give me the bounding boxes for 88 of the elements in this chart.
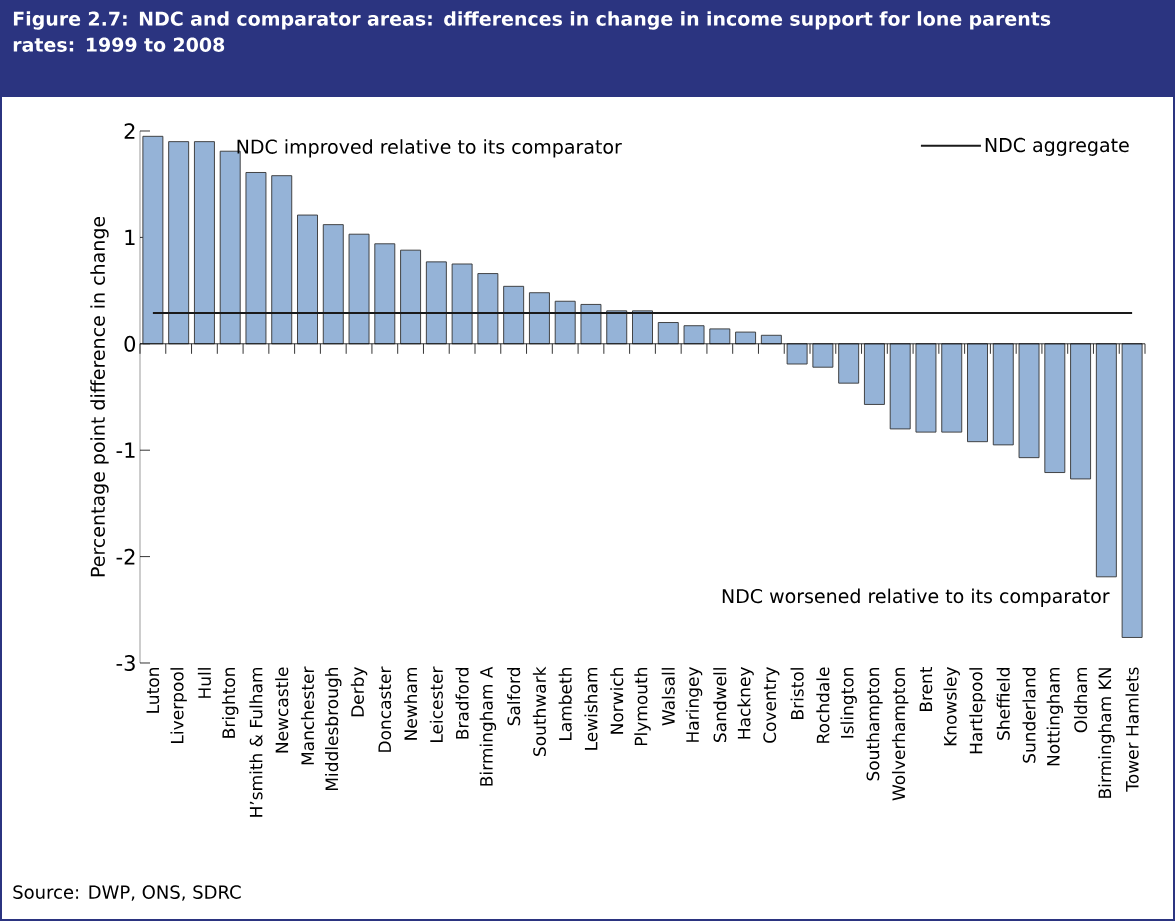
y-tick-label: 2: [124, 123, 135, 139]
bar: [889, 343, 911, 430]
x-tick-label: Wolverhampton: [891, 667, 909, 801]
x-tick-label: Haringey: [685, 667, 703, 742]
x-tick-label: Plymouth: [634, 667, 651, 746]
x-tick-label: Knowsley: [943, 667, 960, 746]
x-tick-label: Sheffield: [996, 668, 1010, 740]
bar: [915, 343, 937, 433]
x-tick-label: Walsall: [661, 668, 675, 726]
x-tick-label: Lambeth: [558, 667, 572, 741]
bar: [1044, 343, 1066, 473]
bar: [786, 343, 808, 365]
x-tick-label: H’smith & Fulham: [249, 667, 263, 817]
x-tick-label: Hackney: [737, 667, 754, 739]
bar: [348, 233, 370, 345]
bar: [992, 343, 1014, 446]
bar: [451, 263, 473, 345]
bar: [1070, 343, 1092, 480]
chart-title: Figure 2.7: NDC and comparator areas: differences in change in income support for lone parents rates: 1999 to 2008: [13, 11, 1051, 52]
x-tick-label: Newham: [403, 667, 418, 740]
bar: [683, 325, 705, 345]
bar: [400, 249, 422, 345]
bar: [606, 310, 628, 345]
x-tick-label: Brent: [919, 666, 933, 712]
y-tick-label: -1: [116, 442, 135, 458]
bar: [297, 214, 318, 345]
x-tick-label: Birmingham A: [479, 666, 497, 786]
bar: [632, 310, 653, 345]
source-note: Source: DWP, ONS, SDRC: [13, 885, 241, 901]
x-tick-label: Sunderland: [1022, 668, 1036, 763]
bar: [322, 224, 344, 345]
bar: [967, 343, 988, 443]
bar: [941, 343, 963, 433]
x-tick-label: Oldham: [1074, 667, 1088, 733]
x-tick-label: Islington: [840, 667, 857, 738]
bar: [838, 343, 860, 384]
x-tick-label: Southwark: [532, 666, 546, 756]
bar: [1121, 343, 1143, 638]
bar: [425, 261, 447, 345]
bar: [657, 322, 679, 345]
x-tick-label: Derby: [350, 667, 368, 717]
x-tick-label: Newcastle: [275, 667, 289, 753]
bar: [1018, 343, 1040, 459]
annotation: NDC worsened relative to its comparator: [722, 588, 1110, 607]
x-tick-label: Nottingham: [1046, 667, 1064, 766]
y-tick-label: 0: [124, 335, 136, 352]
bar: [580, 303, 602, 345]
x-tick-label: Leicester: [429, 666, 443, 742]
y-axis-title: Percentage point difference in change: [90, 216, 109, 577]
x-tick-label: Sandwell: [713, 668, 727, 742]
bar: [245, 172, 267, 345]
bar: [812, 343, 834, 368]
bar: [168, 141, 190, 345]
bar: [528, 292, 550, 345]
x-tick-label: Hull: [197, 668, 211, 698]
bar: [142, 135, 164, 345]
x-tick-label: Luton: [146, 667, 160, 713]
x-tick-label: Middlesbrough: [325, 667, 342, 791]
x-tick-label: Rochdale: [816, 667, 830, 743]
bar: [709, 328, 731, 345]
x-tick-label: Manchester: [300, 666, 315, 765]
y-tick-label: 1: [125, 229, 135, 246]
x-tick-label: Hartlepool: [969, 668, 986, 754]
x-tick-label: Norwich: [610, 667, 624, 734]
x-tick-label: Lewisham: [584, 667, 598, 750]
x-tick-label: Bradford: [455, 668, 469, 739]
x-tick-label: Coventry: [763, 667, 780, 743]
x-tick-label: Tower Hamlets: [1125, 667, 1139, 792]
annotation: NDC improved relative to its comparator: [237, 139, 622, 158]
x-tick-label: Birmingham KN: [1098, 668, 1115, 798]
legend-label: NDC aggregate: [985, 137, 1129, 156]
bar: [477, 273, 499, 345]
x-tick-label: Salford: [507, 668, 521, 726]
bar: [374, 243, 396, 345]
bar: [863, 343, 885, 405]
bar: [503, 285, 525, 345]
x-tick-label: Brighton: [221, 667, 239, 738]
bar: [735, 331, 757, 345]
bar: [271, 175, 293, 345]
x-tick-label: Doncaster: [378, 666, 392, 752]
y-tick-label: -2: [116, 548, 135, 565]
y-tick-label: -3: [116, 655, 135, 671]
x-tick-label: Bristol: [790, 668, 804, 719]
bar: [554, 300, 576, 345]
x-tick-label: Liverpool: [170, 668, 187, 743]
bar: [193, 141, 215, 345]
bar: [1095, 343, 1117, 578]
x-tick-label: Southampton: [866, 667, 883, 781]
